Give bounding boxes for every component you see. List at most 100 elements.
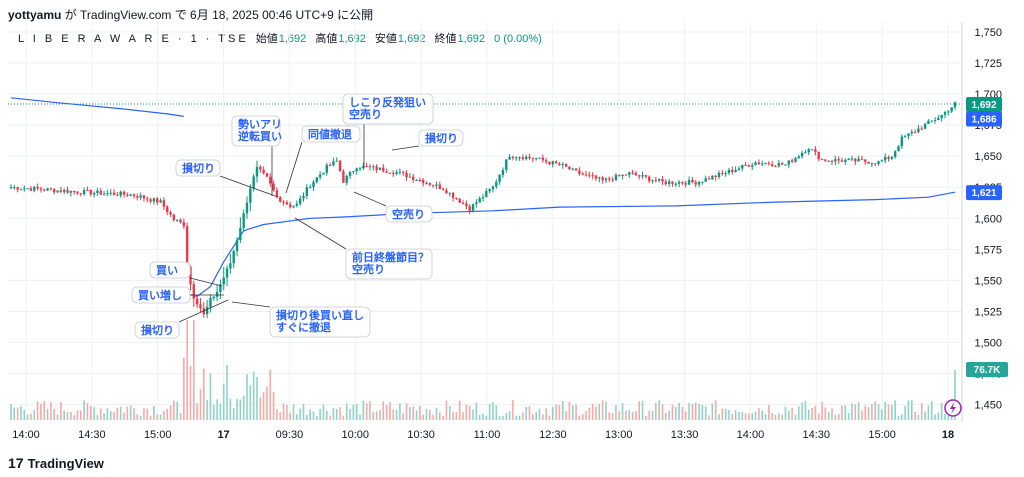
volume-bar	[472, 409, 474, 420]
candle	[285, 200, 289, 205]
candle-body	[358, 168, 362, 170]
volume-bar	[63, 410, 65, 420]
candle	[192, 280, 196, 307]
candle-body	[784, 164, 787, 166]
candle-body	[285, 202, 289, 205]
candle	[751, 162, 754, 170]
candle	[761, 160, 764, 167]
candle-body	[159, 200, 162, 203]
volume-bar	[854, 404, 857, 420]
volume-bar	[302, 403, 305, 420]
candle-body	[112, 192, 116, 195]
candle	[408, 173, 412, 178]
candle	[930, 120, 933, 123]
candle-body	[923, 123, 927, 129]
candle-body	[139, 195, 142, 198]
volume-bar	[930, 401, 933, 420]
volume-bar	[266, 386, 268, 420]
candle	[777, 159, 781, 168]
candle-body	[638, 175, 641, 177]
candle	[438, 181, 441, 190]
candle-body	[122, 191, 126, 195]
annotation-text: 空売り	[392, 207, 425, 221]
candle-body	[395, 172, 398, 175]
volume-bar	[362, 400, 365, 420]
candle	[834, 155, 837, 166]
volume-bar	[784, 406, 787, 420]
candle-body	[578, 170, 581, 174]
candle-body	[475, 202, 478, 205]
volume-bar	[748, 413, 750, 420]
candle	[156, 197, 159, 206]
candle	[82, 187, 86, 196]
candle	[877, 160, 880, 166]
volume-bar	[937, 412, 940, 420]
candle	[289, 201, 292, 209]
candle	[628, 171, 631, 178]
y-tick-label: 1,450	[974, 400, 1002, 412]
candle-body	[132, 194, 136, 197]
annotation-callout: 前日終盤節目？空売り	[294, 217, 433, 280]
candle-body	[33, 186, 36, 191]
candle	[608, 176, 611, 183]
volume-bar	[857, 402, 860, 420]
candle-body	[820, 159, 824, 161]
volume-bar	[133, 408, 135, 420]
price-axis-label: 1,692	[971, 100, 996, 111]
volume-bar	[768, 405, 770, 420]
candle	[23, 185, 26, 192]
candle-body	[322, 172, 325, 175]
x-tick-label: 13:30	[671, 429, 699, 441]
candle	[757, 159, 761, 166]
candle-body	[541, 157, 545, 161]
candle-body	[451, 192, 455, 198]
tradingview-footer[interactable]: 17 TradingView	[8, 455, 104, 471]
annotation-text: 同値撤退	[308, 127, 352, 141]
candle	[515, 156, 518, 161]
candle	[365, 162, 368, 168]
candle-body	[840, 160, 844, 162]
volume-bar	[841, 405, 843, 420]
volume-bar	[196, 403, 198, 420]
candle-body	[275, 190, 279, 197]
candle	[139, 192, 142, 201]
candle	[538, 157, 541, 160]
candle-body	[129, 194, 132, 196]
candle	[255, 160, 259, 183]
candle-body	[468, 206, 471, 211]
author-name[interactable]: yottyamu	[8, 8, 62, 22]
candle-body	[338, 160, 342, 172]
candle-body	[209, 297, 212, 307]
volume-bar	[894, 400, 896, 420]
volume-bar	[292, 404, 295, 420]
annotation-text: 買い増し	[138, 288, 182, 302]
candle	[737, 166, 741, 171]
volume-bar	[246, 374, 248, 420]
candle	[136, 193, 139, 201]
volume-bar	[349, 409, 351, 420]
volume-bar	[173, 400, 175, 420]
volume-bar	[289, 412, 292, 420]
symbol-name[interactable]: L I B E R A W A R E · 1 · TSE	[18, 33, 249, 45]
volume-bar	[395, 409, 398, 420]
volume-bar	[718, 414, 720, 420]
candle	[292, 205, 295, 209]
candle	[594, 174, 598, 182]
candle-body	[269, 176, 272, 184]
low-value: 1,692	[397, 33, 426, 45]
volume-bar	[505, 413, 508, 420]
candle-body	[136, 196, 139, 198]
candle	[840, 157, 844, 162]
candle-body	[175, 219, 179, 221]
candle-body	[937, 117, 940, 120]
volume-bar	[212, 404, 215, 420]
volume-bar	[532, 414, 534, 420]
candle	[405, 170, 408, 181]
candle	[917, 124, 920, 134]
candle-body	[431, 184, 435, 186]
volume-bar	[641, 400, 644, 420]
candle-body	[408, 176, 412, 178]
candle-body	[671, 181, 674, 184]
candle	[402, 170, 405, 176]
